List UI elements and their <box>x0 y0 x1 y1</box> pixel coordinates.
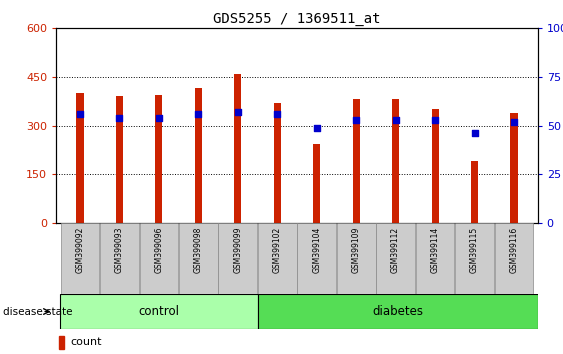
Text: GSM399115: GSM399115 <box>470 227 479 273</box>
Point <box>352 117 361 123</box>
Point <box>510 119 519 125</box>
Text: GSM399109: GSM399109 <box>352 227 361 273</box>
Point <box>154 115 163 121</box>
Bar <box>179 223 218 294</box>
Text: count: count <box>71 337 102 347</box>
Bar <box>60 294 257 329</box>
Bar <box>392 99 399 223</box>
Title: GDS5255 / 1369511_at: GDS5255 / 1369511_at <box>213 12 381 26</box>
Bar <box>100 223 138 294</box>
Bar <box>195 88 202 223</box>
Point <box>431 117 440 123</box>
Bar <box>234 74 242 223</box>
Point <box>391 117 400 123</box>
Bar <box>313 143 320 223</box>
Point <box>75 111 84 117</box>
Bar <box>218 223 257 294</box>
Bar <box>376 223 415 294</box>
Bar <box>352 99 360 223</box>
Point <box>312 125 321 130</box>
Text: GSM399092: GSM399092 <box>75 227 84 273</box>
Point <box>194 111 203 117</box>
Text: GSM399104: GSM399104 <box>312 227 321 273</box>
Point <box>470 131 479 136</box>
Bar <box>258 223 297 294</box>
Point <box>115 115 124 121</box>
Text: GSM399112: GSM399112 <box>391 227 400 273</box>
Text: GSM399116: GSM399116 <box>510 227 519 273</box>
Text: GSM399096: GSM399096 <box>154 227 163 273</box>
Text: diabetes: diabetes <box>372 305 423 318</box>
Bar <box>415 223 454 294</box>
Bar <box>140 223 178 294</box>
Text: GSM399093: GSM399093 <box>115 227 124 273</box>
Text: GSM399099: GSM399099 <box>233 227 242 273</box>
Bar <box>471 161 478 223</box>
Bar <box>274 103 281 223</box>
Text: disease state: disease state <box>3 307 72 316</box>
Point <box>233 109 242 115</box>
Bar <box>455 223 494 294</box>
Bar <box>61 223 99 294</box>
Bar <box>77 93 83 223</box>
Bar <box>511 113 517 223</box>
Bar <box>116 96 123 223</box>
Text: control: control <box>138 305 180 318</box>
Bar <box>495 223 533 294</box>
Bar <box>297 223 336 294</box>
Text: GSM399102: GSM399102 <box>272 227 282 273</box>
Bar <box>431 109 439 223</box>
Bar <box>257 294 538 329</box>
Bar <box>337 223 376 294</box>
Text: GSM399114: GSM399114 <box>431 227 440 273</box>
Point <box>272 111 282 117</box>
Bar <box>59 336 64 349</box>
Bar <box>155 96 163 223</box>
Text: GSM399098: GSM399098 <box>194 227 203 273</box>
